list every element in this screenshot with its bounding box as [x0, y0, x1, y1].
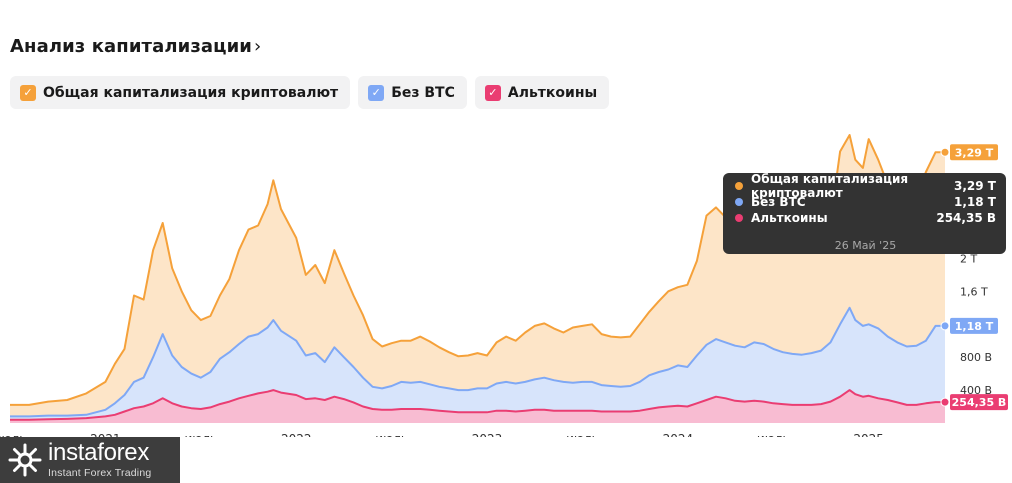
tooltip-value: 3,29 T	[954, 179, 996, 193]
x-tick-label: июль	[184, 432, 217, 437]
series-dot-icon	[735, 214, 743, 222]
y-tick-label: 800 B	[960, 351, 992, 364]
tooltip-value: 254,35 B	[936, 211, 996, 225]
tooltip-row-altcoins: Альткоины 254,35 B	[735, 210, 996, 226]
series-line-ex-btc	[10, 306, 945, 418]
x-tick-label: 2021	[90, 432, 121, 437]
tooltip-date: 26 Май '25	[834, 239, 897, 252]
series-end-marker	[940, 397, 950, 407]
checkbox-checked-icon: ✓	[484, 84, 501, 101]
x-tick-label: июль	[566, 432, 599, 437]
checkbox-checked-icon: ✓	[20, 84, 36, 101]
legend-label: Без BTC	[391, 84, 455, 101]
y-tick-label: 2 T	[960, 252, 977, 265]
tooltip-label: Общая капитализация криптовалют	[751, 172, 909, 200]
chart-tooltip: Общая капитализация криптовалют 3,29 T Б…	[723, 172, 1006, 254]
series-end-marker	[940, 321, 950, 331]
legend: ✓ Общая капитализация криптовалют ✓ Без …	[10, 76, 610, 109]
end-value-badge	[950, 144, 998, 161]
checkbox-checked-icon: ✓	[368, 84, 385, 101]
x-tick-label: июль	[375, 432, 408, 437]
instaforex-logo-icon	[8, 443, 42, 477]
x-tick-label: июль	[0, 432, 26, 437]
end-value-badge	[950, 394, 1008, 411]
page-title-text: Анализ капитализации	[10, 36, 252, 57]
tooltip-row-total: Общая капитализация криптовалют 3,29 T	[735, 172, 996, 200]
end-value-label: 1,18 T	[955, 320, 994, 333]
series-line-altcoins	[10, 389, 945, 421]
x-tick-label: 2024	[663, 432, 694, 437]
y-tick-label: 400 B	[960, 384, 992, 397]
x-tick-label: 2025	[853, 432, 884, 437]
end-value-label: 254,35 B	[952, 396, 1007, 409]
end-value-badge	[950, 317, 998, 334]
tooltip-label: Альткоины	[751, 211, 828, 225]
watermark-name: instaforex	[48, 439, 150, 467]
series-end-marker	[940, 147, 950, 157]
market-cap-chart[interactable]: 400 B 800 B 1,6 T 2 T июль 2021 июль 2022 июль 20…	[0, 125, 1012, 437]
page-title[interactable]: Анализ капитализации ›	[10, 36, 261, 57]
chevron-right-icon: ›	[254, 36, 262, 57]
x-tick-label: 2023	[472, 432, 503, 437]
legend-toggle-ex-btc[interactable]: ✓ Без BTC	[358, 76, 467, 109]
legend-toggle-altcoins[interactable]: ✓ Альткоины	[474, 76, 610, 109]
series-area-ex-btc	[10, 307, 945, 423]
watermark-tagline: Instant Forex Trading	[48, 467, 152, 480]
end-value-label: 3,29 T	[955, 146, 994, 159]
x-tick-label: 2022	[281, 432, 312, 437]
legend-toggle-total[interactable]: ✓ Общая капитализация криптовалют	[10, 76, 351, 109]
tooltip-label: Без BTC	[751, 195, 806, 209]
legend-label: Общая капитализация криптовалют	[43, 84, 339, 101]
legend-label: Альткоины	[507, 84, 598, 101]
series-dot-icon	[735, 198, 743, 206]
y-tick-label: 1,6 T	[960, 285, 988, 298]
tooltip-value: 1,18 T	[954, 195, 996, 209]
tooltip-row-ex-btc: Без BTC 1,18 T	[735, 194, 996, 210]
instaforex-watermark: instaforex Instant Forex Trading	[0, 437, 180, 483]
series-dot-icon	[735, 182, 743, 190]
x-tick-label: июль	[757, 432, 790, 437]
series-area-altcoins	[10, 390, 945, 423]
